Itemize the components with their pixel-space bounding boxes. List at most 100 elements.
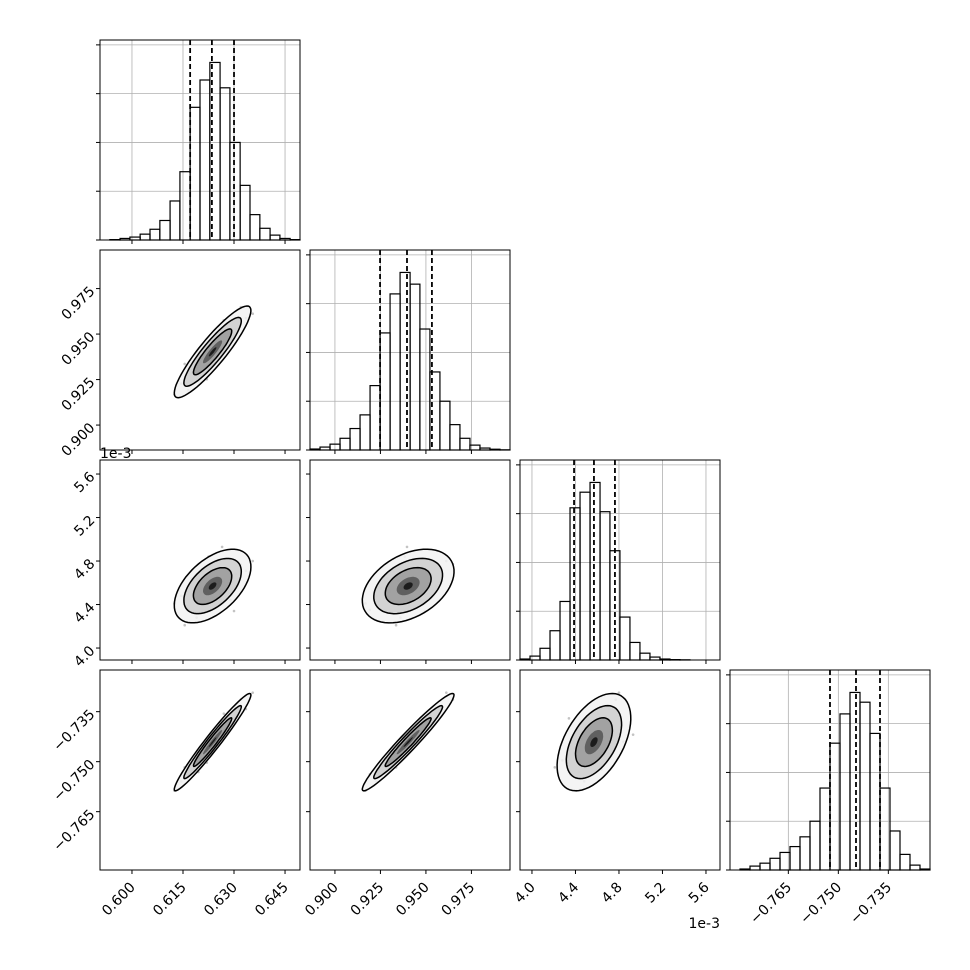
histogram-bar xyxy=(549,630,561,661)
x-tick-label: −0.765 xyxy=(747,880,795,928)
histogram-bar xyxy=(219,87,231,241)
histogram-bar xyxy=(529,655,541,661)
histogram-bar xyxy=(439,400,451,451)
histogram-bar xyxy=(559,600,571,661)
panel-frame xyxy=(309,669,511,871)
histogram-bar xyxy=(369,385,381,451)
histogram-bar xyxy=(379,332,391,451)
histogram-bar xyxy=(449,424,461,451)
sample-point xyxy=(183,623,186,627)
x-tick-label: 0.925 xyxy=(348,880,388,920)
x-offset-label: 1e-3 xyxy=(689,916,720,932)
histogram-bar xyxy=(809,820,821,871)
y-tick-label: 4.4 xyxy=(71,600,98,627)
histogram-bar xyxy=(869,732,881,871)
panel-frame xyxy=(309,249,511,451)
histogram-bar xyxy=(849,691,861,871)
x-tick-label: 0.630 xyxy=(201,880,241,920)
y-tick-label: 0.950 xyxy=(59,329,99,369)
sample-point xyxy=(617,691,621,694)
histogram-bar xyxy=(749,865,761,871)
histogram-bar xyxy=(239,184,251,241)
x-tick-label: 0.600 xyxy=(99,880,139,920)
density-contour xyxy=(590,737,598,747)
histogram-bar xyxy=(579,491,591,661)
histogram-bar xyxy=(249,214,261,241)
histogram-bar xyxy=(189,106,201,241)
x-tick-label: 0.645 xyxy=(252,880,292,920)
histogram-bar xyxy=(629,641,641,661)
y-tick-label: 5.2 xyxy=(71,513,98,540)
y-tick-label: 0.975 xyxy=(59,284,99,324)
sample-point xyxy=(251,691,255,694)
histogram-bar xyxy=(799,836,811,871)
density-contour xyxy=(208,737,217,747)
panel-frame xyxy=(519,459,721,661)
histogram-bar xyxy=(639,652,651,661)
histogram-bar xyxy=(789,845,801,871)
histogram-bar xyxy=(819,787,831,871)
histogram-bar xyxy=(349,427,361,451)
histogram-bar xyxy=(569,507,581,661)
x-tick-label: 0.615 xyxy=(150,880,190,920)
histogram-bar xyxy=(149,228,161,241)
panel-frame xyxy=(729,669,931,871)
sample-point xyxy=(251,312,255,315)
histogram-bar xyxy=(839,713,851,871)
histogram-bar xyxy=(889,830,901,871)
histogram-bar xyxy=(909,864,921,871)
histogram-bar xyxy=(419,328,431,451)
y-tick-label: 4.8 xyxy=(71,556,98,583)
histogram-bar xyxy=(259,227,271,241)
histogram-bar xyxy=(409,283,421,451)
panel-frame xyxy=(99,39,301,241)
y-tick-label: 5.6 xyxy=(71,469,98,496)
x-tick-label: 0.975 xyxy=(439,880,479,920)
histogram-bar xyxy=(159,219,171,241)
sample-point xyxy=(222,712,226,715)
x-tick-label: 0.950 xyxy=(393,880,433,920)
histogram-bar xyxy=(769,857,781,871)
sample-point xyxy=(394,623,398,627)
sample-point xyxy=(553,766,557,769)
density-contour xyxy=(208,582,217,590)
x-tick-label: 0.900 xyxy=(302,880,342,920)
x-tick-label: 5.6 xyxy=(686,879,713,906)
histogram-bar xyxy=(589,481,601,661)
sample-point xyxy=(251,559,255,563)
sample-point xyxy=(405,545,409,549)
density-contour xyxy=(403,582,413,590)
histogram-bar xyxy=(619,616,631,661)
panel-frame xyxy=(519,669,721,871)
panel-frame xyxy=(99,459,301,661)
panel-frame xyxy=(99,249,301,451)
y-offset-label: 1e-3 xyxy=(100,446,131,462)
x-tick-label: 4.0 xyxy=(512,880,539,907)
histogram-bar xyxy=(339,437,351,451)
x-tick-label: 5.2 xyxy=(642,880,669,907)
histogram-bar xyxy=(459,437,471,451)
sample-point xyxy=(631,733,635,736)
x-tick-label: 4.8 xyxy=(599,880,626,907)
histogram-bar xyxy=(399,271,411,451)
y-tick-label: 4.0 xyxy=(71,643,98,670)
histogram-bar xyxy=(169,200,181,241)
histogram-bar xyxy=(199,79,211,241)
histogram-bar xyxy=(389,293,401,451)
histogram-bar xyxy=(269,234,281,241)
histogram-bar xyxy=(599,511,611,661)
histogram-bar xyxy=(859,701,871,871)
y-tick-label: −0.735 xyxy=(50,707,98,755)
panel-frame xyxy=(309,459,511,661)
histogram-bar xyxy=(139,233,151,241)
density-contour xyxy=(403,737,413,747)
sample-point xyxy=(183,362,186,366)
x-tick-label: −0.735 xyxy=(847,880,895,928)
histogram-bar xyxy=(359,414,371,451)
x-tick-label: −0.750 xyxy=(797,880,845,928)
x-tick-label: 4.4 xyxy=(555,879,582,906)
panel-frame xyxy=(99,669,301,871)
y-tick-label: 0.925 xyxy=(59,375,99,415)
histogram-bar xyxy=(899,853,911,871)
